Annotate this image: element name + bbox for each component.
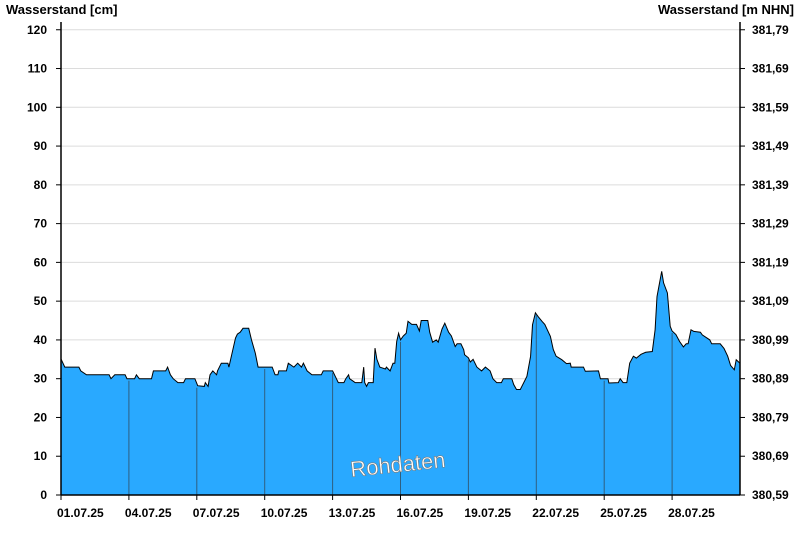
y-ticks: 0 10 20 30 40 50 60 70 80 90 100 110 120 [27, 23, 47, 502]
y2-tick-label: 380,69 [752, 449, 789, 463]
x-tick-label: 28.07.25 [668, 506, 715, 520]
y-tick-label: 70 [34, 217, 48, 231]
x-tick-label: 22.07.25 [532, 506, 579, 520]
x-ticks: 01.07.25 04.07.25 07.07.25 10.07.25 13.07.25… [57, 506, 715, 520]
y2-tick-label: 380,79 [752, 410, 789, 424]
y2-tick-label: 380,99 [752, 333, 789, 347]
y2-tick-label: 381,69 [752, 62, 789, 76]
x-tick-label: 07.07.25 [193, 506, 240, 520]
x-tick-label: 19.07.25 [464, 506, 511, 520]
y2-tick-label: 381,19 [752, 255, 789, 269]
y2-tick-label: 381,49 [752, 139, 789, 153]
y-axis-title: Wasserstand [cm] [6, 2, 118, 17]
y2-tick-label: 381,79 [752, 23, 789, 37]
x-tick-label: 01.07.25 [57, 506, 104, 520]
y-tick-label: 20 [34, 410, 48, 424]
y-tick-label: 10 [34, 449, 48, 463]
x-tick-label: 25.07.25 [600, 506, 647, 520]
y-tick-label: 110 [28, 62, 48, 76]
y2-ticks: 380,59 380,69 380,79 380,89 380,99 381,09 381,… [752, 23, 789, 502]
y-tick-label: 50 [34, 294, 48, 308]
x-tick-label: 04.07.25 [125, 506, 172, 520]
y-tick-label: 60 [34, 255, 48, 269]
y2-tick-label: 380,89 [752, 372, 789, 386]
y2-tick-label: 381,09 [752, 294, 789, 308]
y2-axis-title: Wasserstand [m NHN] [658, 2, 794, 17]
y-tick-label: 90 [34, 139, 48, 153]
x-tick-label: 13.07.25 [329, 506, 376, 520]
y2-tick-label: 381,39 [752, 178, 789, 192]
y-tick-label: 80 [34, 178, 48, 192]
y2-tick-label: 381,29 [752, 217, 789, 231]
y-tick-label: 100 [27, 100, 47, 114]
y-tick-label: 30 [34, 372, 48, 386]
y2-tick-label: 381,59 [752, 100, 789, 114]
y2-tick-label: 380,59 [752, 488, 789, 502]
y-tick-label: 120 [27, 23, 47, 37]
day-lines [128, 314, 673, 495]
y-tick-label: 0 [40, 488, 47, 502]
x-tick-label: 10.07.25 [261, 506, 308, 520]
axes [56, 22, 745, 500]
y-tick-label: 40 [34, 333, 48, 347]
series-line [60, 271, 741, 390]
x-tick-label: 16.07.25 [397, 506, 444, 520]
